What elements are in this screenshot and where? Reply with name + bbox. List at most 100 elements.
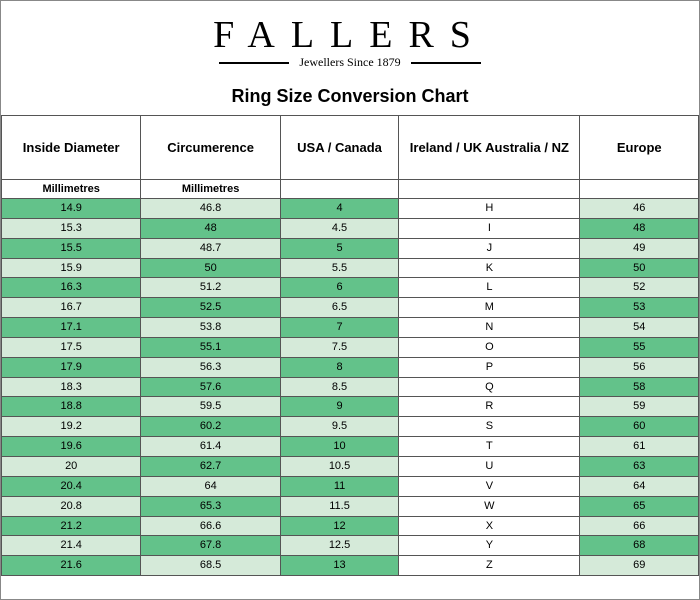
cell: 18.3 — [2, 377, 141, 397]
cell: 67.8 — [141, 536, 280, 556]
cell: H — [399, 199, 580, 219]
cell: 68.5 — [141, 556, 280, 576]
cell: 56 — [580, 357, 699, 377]
cell: 50 — [580, 258, 699, 278]
table-row: 20.46411V64 — [2, 476, 699, 496]
rule-right — [411, 62, 481, 64]
cell: 5 — [280, 238, 398, 258]
table-row: 19.260.29.5S60 — [2, 417, 699, 437]
table-body: 14.946.84H4615.3484.5I4815.548.75J4915.9… — [2, 199, 699, 576]
cell: 61.4 — [141, 437, 280, 457]
cell: 53 — [580, 298, 699, 318]
table-header-row: Inside DiameterCircumerenceUSA / CanadaI… — [2, 116, 699, 180]
chart-title: Ring Size Conversion Chart — [1, 76, 699, 115]
cell: 15.9 — [2, 258, 141, 278]
table-row: 18.859.59R59 — [2, 397, 699, 417]
cell: 50 — [141, 258, 280, 278]
table-row: 17.153.87N54 — [2, 318, 699, 338]
cell: 10 — [280, 437, 398, 457]
conversion-table: Inside DiameterCircumerenceUSA / CanadaI… — [1, 115, 699, 576]
cell: 21.4 — [2, 536, 141, 556]
cell: 12 — [280, 516, 398, 536]
cell: 56.3 — [141, 357, 280, 377]
cell: L — [399, 278, 580, 298]
cell: 46 — [580, 199, 699, 219]
cell: M — [399, 298, 580, 318]
cell: 12.5 — [280, 536, 398, 556]
table-row: 2062.710.5U63 — [2, 456, 699, 476]
cell: 54 — [580, 318, 699, 338]
cell: 8.5 — [280, 377, 398, 397]
cell: 20 — [2, 456, 141, 476]
cell: V — [399, 476, 580, 496]
cell: 64 — [141, 476, 280, 496]
table-row: 17.956.38P56 — [2, 357, 699, 377]
table-row: 19.661.410T61 — [2, 437, 699, 457]
table-row: 15.9505.5K50 — [2, 258, 699, 278]
cell: 17.5 — [2, 337, 141, 357]
cell: 13 — [280, 556, 398, 576]
cell: Z — [399, 556, 580, 576]
cell: U — [399, 456, 580, 476]
cell: T — [399, 437, 580, 457]
cell: K — [399, 258, 580, 278]
col-header-2: USA / Canada — [280, 116, 398, 180]
cell: 4.5 — [280, 218, 398, 238]
cell: 55.1 — [141, 337, 280, 357]
cell: 6 — [280, 278, 398, 298]
cell: 53.8 — [141, 318, 280, 338]
cell: P — [399, 357, 580, 377]
cell: 62.7 — [141, 456, 280, 476]
cell: 14.9 — [2, 199, 141, 219]
cell: 18.8 — [2, 397, 141, 417]
cell: 52.5 — [141, 298, 280, 318]
table-row: 21.266.612X66 — [2, 516, 699, 536]
cell: R — [399, 397, 580, 417]
cell: 51.2 — [141, 278, 280, 298]
cell: 46.8 — [141, 199, 280, 219]
cell: 48.7 — [141, 238, 280, 258]
cell: 16.3 — [2, 278, 141, 298]
col-unit-3 — [399, 180, 580, 199]
cell: 4 — [280, 199, 398, 219]
rule-left — [219, 62, 289, 64]
cell: 17.1 — [2, 318, 141, 338]
cell: 61 — [580, 437, 699, 457]
cell: 7 — [280, 318, 398, 338]
cell: 66.6 — [141, 516, 280, 536]
col-unit-0: Millimetres — [2, 180, 141, 199]
table-row: 18.357.68.5Q58 — [2, 377, 699, 397]
cell: 19.2 — [2, 417, 141, 437]
table-row: 16.752.56.5M53 — [2, 298, 699, 318]
cell: 66 — [580, 516, 699, 536]
cell: 55 — [580, 337, 699, 357]
cell: 5.5 — [280, 258, 398, 278]
cell: 9 — [280, 397, 398, 417]
cell: X — [399, 516, 580, 536]
table-row: 16.351.26L52 — [2, 278, 699, 298]
cell: 8 — [280, 357, 398, 377]
cell: 64 — [580, 476, 699, 496]
cell: 65 — [580, 496, 699, 516]
cell: 60 — [580, 417, 699, 437]
brand-subtitle: Jewellers Since 1879 — [299, 55, 400, 70]
cell: 52 — [580, 278, 699, 298]
cell: 19.6 — [2, 437, 141, 457]
col-header-0: Inside Diameter — [2, 116, 141, 180]
cell: 20.4 — [2, 476, 141, 496]
cell: 58 — [580, 377, 699, 397]
col-header-3: Ireland / UK Australia / NZ — [399, 116, 580, 180]
table-row: 14.946.84H46 — [2, 199, 699, 219]
brand-header: FALLERS Jewellers Since 1879 — [1, 1, 699, 76]
cell: 11.5 — [280, 496, 398, 516]
cell: 6.5 — [280, 298, 398, 318]
cell: 69 — [580, 556, 699, 576]
cell: 15.3 — [2, 218, 141, 238]
col-header-1: Circumerence — [141, 116, 280, 180]
cell: 68 — [580, 536, 699, 556]
cell: 59.5 — [141, 397, 280, 417]
table-row: 21.668.513Z69 — [2, 556, 699, 576]
cell: I — [399, 218, 580, 238]
brand-name: FALLERS — [1, 13, 699, 57]
cell: 65.3 — [141, 496, 280, 516]
